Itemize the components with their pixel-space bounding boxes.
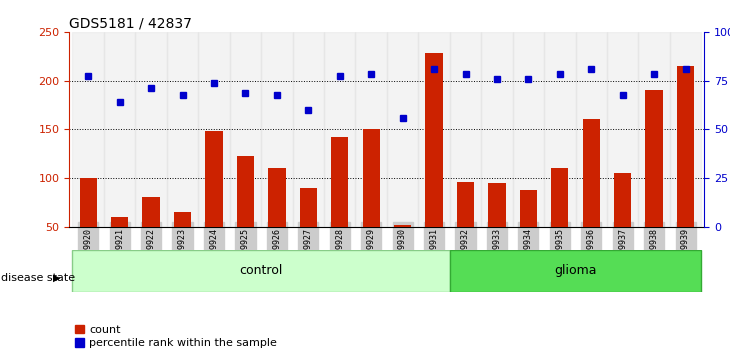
Bar	[607, 32, 639, 227]
Bar	[583, 120, 600, 227]
Bar	[167, 32, 199, 227]
Bar	[639, 32, 670, 227]
Bar	[520, 190, 537, 227]
Bar	[614, 173, 631, 227]
Bar	[426, 53, 442, 227]
Bar	[261, 32, 293, 227]
Bar	[481, 32, 512, 227]
Text: GDS5181 / 42837: GDS5181 / 42837	[69, 17, 192, 31]
Text: ▶: ▶	[53, 273, 61, 283]
Bar	[299, 188, 317, 227]
Bar	[237, 156, 254, 227]
Bar	[544, 32, 575, 227]
Bar	[174, 212, 191, 227]
Bar	[324, 32, 356, 227]
Bar	[450, 32, 481, 227]
Bar	[268, 168, 285, 227]
Bar	[457, 182, 475, 227]
Bar	[356, 32, 387, 227]
Bar	[512, 32, 544, 227]
Bar	[80, 178, 97, 227]
Bar	[363, 129, 380, 227]
Bar	[575, 32, 607, 227]
Bar	[394, 225, 411, 227]
Bar	[677, 66, 694, 227]
Legend: count, percentile rank within the sample: count, percentile rank within the sample	[75, 325, 277, 348]
Bar	[72, 32, 104, 227]
Bar	[418, 32, 450, 227]
Bar	[645, 90, 663, 227]
Bar	[135, 32, 167, 227]
Bar	[670, 32, 702, 227]
Text: disease state: disease state	[1, 273, 76, 283]
Bar	[230, 32, 261, 227]
Bar	[293, 32, 324, 227]
Text: control: control	[239, 264, 283, 277]
Bar	[450, 250, 702, 292]
Text: glioma: glioma	[554, 264, 597, 277]
Bar	[72, 250, 450, 292]
Bar	[205, 131, 223, 227]
Bar	[387, 32, 418, 227]
Bar	[331, 137, 348, 227]
Bar	[551, 168, 569, 227]
Bar	[142, 198, 160, 227]
Bar	[104, 32, 135, 227]
Bar	[488, 183, 506, 227]
Bar	[199, 32, 230, 227]
Bar	[111, 217, 128, 227]
